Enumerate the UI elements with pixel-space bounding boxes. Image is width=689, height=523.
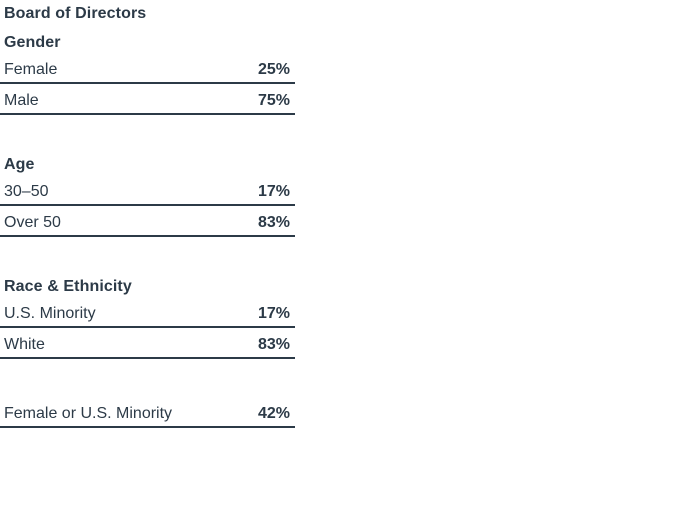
row-label: White (4, 336, 45, 353)
board-of-directors-table: Board of Directors Gender Female 25% Male 75… (0, 0, 295, 428)
table-row: U.S. Minority 17% (0, 297, 295, 328)
row-value: 25% (257, 61, 290, 78)
section-heading: Race & Ethnicity (4, 278, 132, 295)
row-label: Male (4, 92, 39, 109)
table-row: 30–50 17% (0, 175, 295, 206)
row-value: 17% (257, 183, 290, 200)
row-label: 30–50 (4, 183, 49, 200)
sections-container: Gender Female 25% Male 75% Age 30–50 17% Over 50… (0, 33, 295, 428)
table-row: Female or U.S. Minority 42% (0, 397, 295, 428)
row-value: 83% (257, 214, 290, 231)
row-label: U.S. Minority (4, 305, 96, 322)
table-row: Male 75% (0, 84, 295, 115)
row-label: Female or U.S. Minority (4, 405, 173, 422)
section-heading: Gender (4, 34, 61, 51)
table-section: Race & Ethnicity U.S. Minority 17% White 83% (0, 277, 295, 359)
table-title: Board of Directors (4, 5, 147, 22)
table-row: Female 25% (0, 53, 295, 84)
table-section: Gender Female 25% Male 75% (0, 33, 295, 115)
table-row: Over 50 83% (0, 206, 295, 237)
table-section: Age 30–50 17% Over 50 83% (0, 155, 295, 237)
table-row: White 83% (0, 328, 295, 359)
row-value: 42% (257, 405, 290, 422)
row-label: Over 50 (4, 214, 61, 231)
row-label: Female (4, 61, 58, 78)
row-value: 17% (257, 305, 290, 322)
section-heading: Age (4, 156, 35, 173)
table-section: Female or U.S. Minority 42% (0, 397, 295, 428)
row-value: 75% (257, 92, 290, 109)
row-value: 83% (257, 336, 290, 353)
